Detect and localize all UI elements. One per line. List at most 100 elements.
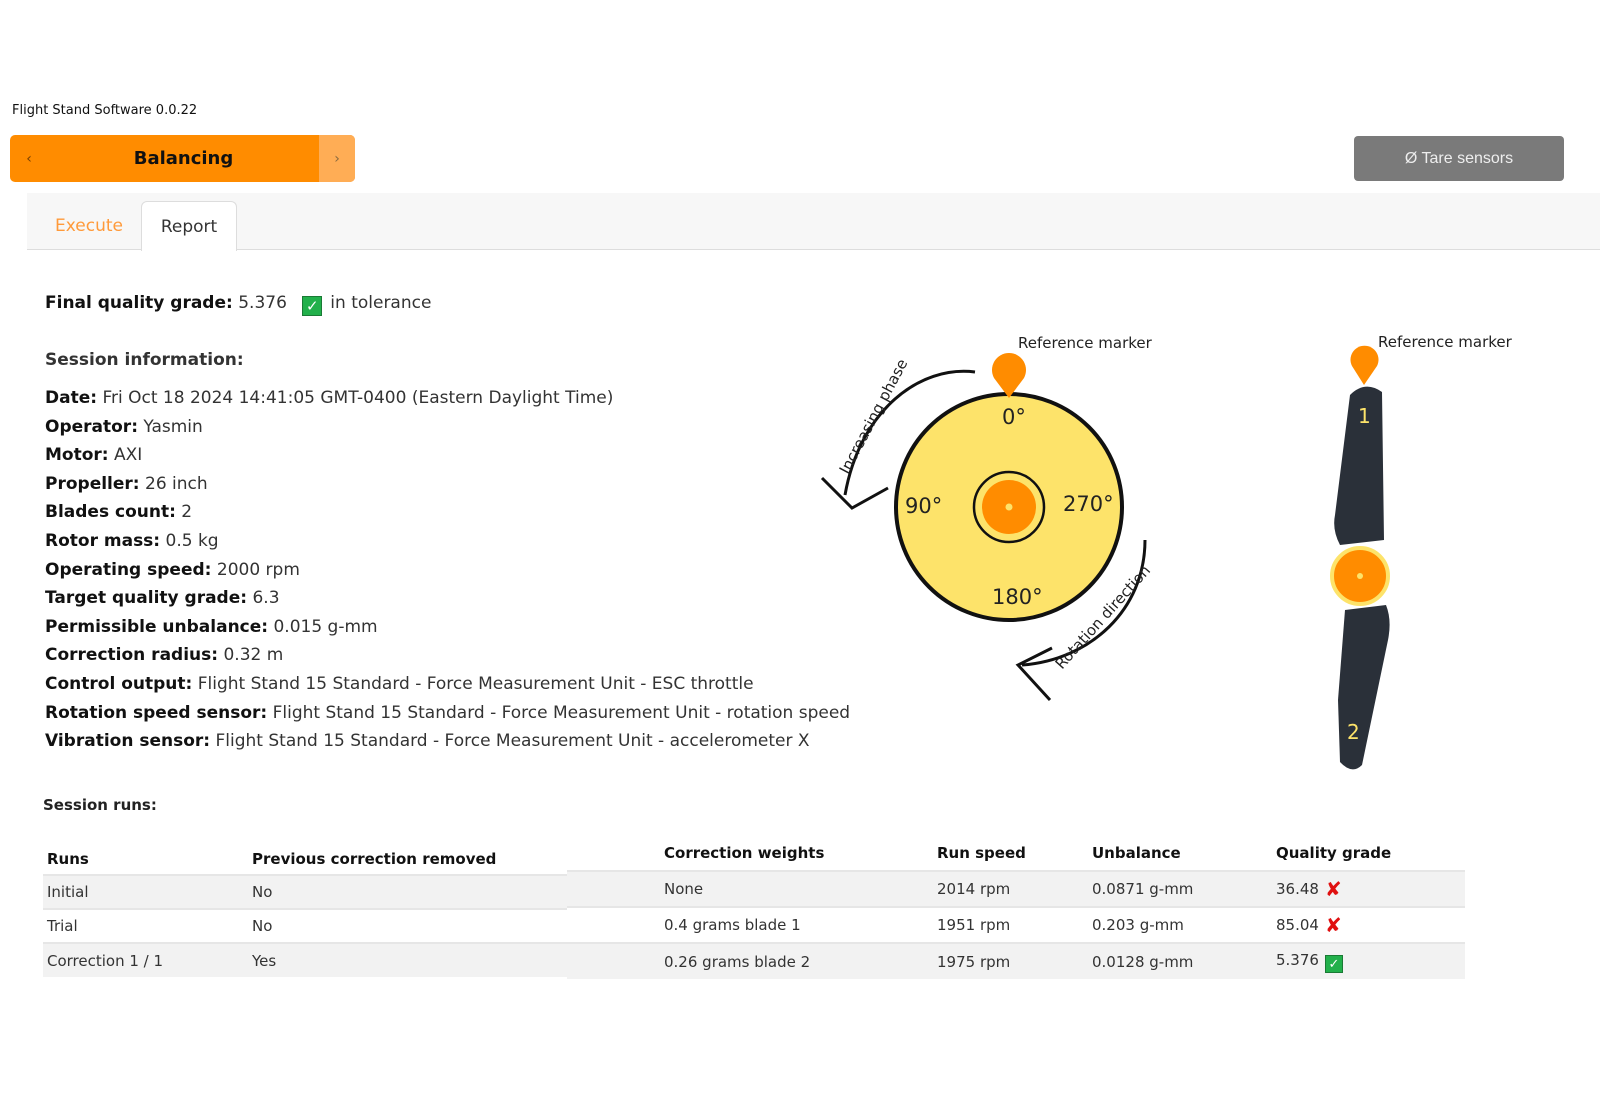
table-row: 0.26 grams blade 2 1975 rpm 0.0128 g-mm …: [567, 942, 1465, 979]
info-value: AXI: [114, 445, 143, 466]
col-quality-grade: Quality grade: [1276, 844, 1392, 862]
info-label: Rotation speed sensor:: [45, 702, 268, 723]
check-icon: ✓: [1324, 954, 1343, 973]
info-value: 0.5 kg: [165, 531, 219, 551]
cell-unbalance: 0.0871 g-mm: [1088, 870, 1272, 907]
propeller-blade-1: [1334, 386, 1384, 545]
cell-run: Correction 1 / 1: [43, 942, 248, 977]
tab-bar: Execute Report: [27, 193, 1600, 251]
col-run-speed: Run speed: [937, 844, 1026, 862]
info-line: Operator: Yasmin: [45, 417, 203, 437]
cell-weights: None: [567, 870, 933, 907]
grade-value: 36.48: [1276, 880, 1319, 898]
info-line: Blades count: 2: [45, 502, 192, 522]
table-row: Initial No: [43, 874, 567, 909]
reference-marker-pin: [991, 353, 1027, 398]
table-row: None 2014 rpm 0.0871 g-mm 36.48 ✘: [567, 870, 1465, 907]
final-quality-grade: Final quality grade: 5.376 ✓ in tolerance: [45, 293, 431, 316]
final-grade-value: 5.376: [238, 293, 287, 313]
cell-speed: 1975 rpm: [933, 942, 1088, 979]
angle-180: 180°: [992, 585, 1043, 609]
propeller-blade-2: [1338, 605, 1390, 770]
angle-270: 270°: [1063, 492, 1114, 516]
info-line: Rotor mass: 0.5 kg: [45, 531, 219, 551]
chevron-right-icon[interactable]: ›: [319, 135, 355, 182]
cell-speed: 2014 rpm: [933, 870, 1088, 907]
cell-removed: No: [248, 908, 567, 943]
info-line: Operating speed: 2000 rpm: [45, 560, 300, 580]
cell-weights: 0.26 grams blade 2: [567, 942, 933, 979]
info-label: Rotor mass:: [45, 531, 161, 551]
col-correction-weights: Correction weights: [664, 844, 825, 862]
runs-table-left: Runs Previous correction removed Initial…: [43, 840, 567, 977]
info-label: Blades count:: [45, 502, 176, 523]
info-label: Operating speed:: [45, 559, 212, 580]
info-line: Propeller: 26 inch: [45, 474, 208, 494]
info-value: Fri Oct 18 2024 14:41:05 GMT-0400 (Easte…: [102, 388, 614, 408]
runs-table-right: Correction weights Run speed Unbalance Q…: [567, 835, 1465, 979]
angle-0: 0°: [1002, 405, 1026, 429]
info-line: Motor: AXI: [45, 445, 142, 465]
tab-execute[interactable]: Execute: [55, 216, 123, 236]
info-line: Correction radius: 0.32 m: [45, 645, 283, 665]
chevron-left-icon[interactable]: ‹: [26, 150, 32, 167]
table-row: Correction 1 / 1 Yes: [43, 942, 567, 977]
info-value: 0.015 g-mm: [273, 616, 378, 637]
info-value: 6.3: [252, 588, 280, 609]
info-label: Propeller:: [45, 473, 140, 494]
col-runs: Runs: [47, 850, 89, 868]
col-unbalance: Unbalance: [1092, 844, 1181, 862]
info-label: Operator:: [45, 416, 138, 437]
info-value: 2: [181, 502, 193, 523]
table-row: Trial No: [43, 908, 567, 943]
info-label: Date:: [45, 388, 98, 408]
info-line: Date: Fri Oct 18 2024 14:41:05 GMT-0400 …: [45, 388, 613, 408]
grade-value: 5.376: [1276, 950, 1319, 969]
info-label: Vibration sensor:: [45, 731, 211, 752]
col-previous-correction-removed: Previous correction removed: [252, 850, 497, 868]
cell-unbalance: 0.0128 g-mm: [1088, 942, 1272, 979]
session-runs-title: Session runs:: [43, 796, 157, 814]
cell-grade: 85.04 ✘: [1272, 906, 1465, 943]
check-icon: ✓: [302, 296, 323, 316]
info-line: Control output: Flight Stand 15 Standard…: [45, 674, 754, 694]
info-label: Permissible unbalance:: [45, 616, 269, 637]
info-value: Yasmin: [143, 416, 203, 437]
cross-icon: ✘: [1324, 913, 1342, 937]
info-label: Motor:: [45, 445, 109, 466]
info-line: Vibration sensor: Flight Stand 15 Standa…: [45, 731, 810, 751]
info-label: Control output:: [45, 674, 193, 694]
mode-selector: ‹ Balancing ›: [10, 135, 355, 182]
mode-label: Balancing: [133, 148, 234, 169]
reference-marker-pin-2: [1350, 345, 1379, 385]
cell-removed: No: [248, 874, 567, 909]
cell-weights: 0.4 grams blade 1: [567, 906, 933, 943]
grade-value: 85.04: [1276, 916, 1319, 934]
hub-center: [1005, 503, 1013, 511]
cross-icon: ✘: [1324, 877, 1342, 901]
info-line: Target quality grade: 6.3: [45, 588, 280, 608]
tab-report[interactable]: Report: [141, 201, 237, 251]
cell-speed: 1951 rpm: [933, 906, 1088, 943]
increasing-phase-label: Increasing phase: [836, 356, 912, 477]
cell-grade: 5.376 ✓: [1272, 942, 1465, 979]
tare-sensors-button[interactable]: Ø Tare sensors: [1354, 136, 1564, 181]
info-value: Flight Stand 15 Standard - Force Measure…: [197, 674, 754, 694]
cell-removed: Yes: [248, 942, 567, 977]
rotation-direction-arrow: [1015, 539, 1147, 702]
info-value: 2000 rpm: [216, 559, 300, 580]
info-label: Correction radius:: [45, 645, 219, 666]
blade-2-label: 2: [1347, 720, 1360, 744]
info-value: 26 inch: [145, 473, 208, 494]
reference-marker-label-2: Reference marker: [1378, 333, 1513, 351]
cell-grade: 36.48 ✘: [1272, 870, 1465, 907]
tolerance-text: in tolerance: [330, 293, 432, 313]
info-value: Flight Stand 15 Standard - Force Measure…: [272, 702, 851, 723]
info-line: Rotation speed sensor: Flight Stand 15 S…: [45, 703, 850, 723]
cell-run: Initial: [43, 874, 248, 909]
angle-90: 90°: [905, 494, 942, 518]
info-value: 0.32 m: [223, 645, 284, 666]
app-title: Flight Stand Software 0.0.22: [12, 103, 198, 118]
reference-marker-label: Reference marker: [1018, 334, 1153, 352]
